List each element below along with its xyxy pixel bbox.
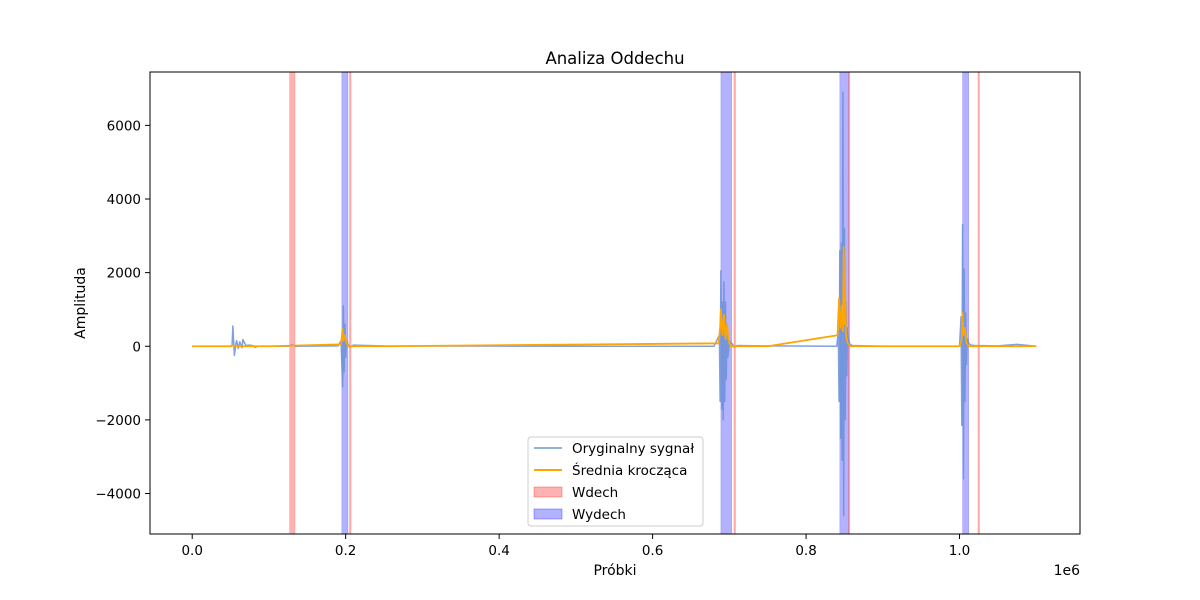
- legend-label: Średnia krocząca: [572, 461, 687, 479]
- legend-span-swatch: [533, 508, 563, 520]
- x-tick-label: 0.8: [795, 543, 816, 559]
- exhale-span: [341, 71, 349, 535]
- x-tick-label: 0.0: [181, 543, 202, 559]
- original-signal-line: [192, 91, 1037, 517]
- inhale-span: [977, 71, 980, 535]
- x-tick-label: 1.0: [949, 543, 970, 559]
- y-tick-label: 0: [132, 339, 141, 355]
- y-tick-label: −4000: [95, 487, 141, 503]
- y-tick-label: 4000: [107, 192, 141, 208]
- legend: Oryginalny sygnał Średnia krocząca Wdech Wy…: [527, 436, 704, 527]
- x-axis-label: Próbki: [593, 563, 636, 579]
- x-axis-offset-label: 1e6: [1054, 563, 1081, 579]
- legend-label: Wdech: [572, 485, 618, 501]
- inhale-span: [733, 71, 736, 535]
- legend-label: Wydech: [572, 507, 626, 523]
- legend-box: [527, 436, 704, 527]
- y-axis: −4000 −2000 0 2000 4000 6000: [95, 118, 150, 503]
- legend-span-swatch: [533, 486, 563, 498]
- legend-label: Oryginalny sygnał: [572, 441, 694, 457]
- x-tick-label: 0.6: [642, 543, 663, 559]
- inhale-span: [349, 71, 352, 535]
- series-layer: [192, 91, 1037, 517]
- chart-title: Analiza Oddechu: [545, 49, 684, 68]
- y-tick-label: 2000: [107, 266, 141, 282]
- y-tick-label: −2000: [95, 413, 141, 429]
- x-axis: 0.0 0.2 0.4 0.6 0.8 1.0: [181, 534, 970, 559]
- x-tick-label: 0.4: [488, 543, 509, 559]
- plot-area-frame: [149, 71, 1081, 535]
- y-axis-label: Amplituda: [73, 267, 89, 339]
- y-tick-label: 6000: [107, 118, 141, 134]
- x-tick-label: 0.2: [335, 543, 356, 559]
- moving-average-line: [192, 245, 1037, 348]
- inhale-span: [289, 71, 296, 535]
